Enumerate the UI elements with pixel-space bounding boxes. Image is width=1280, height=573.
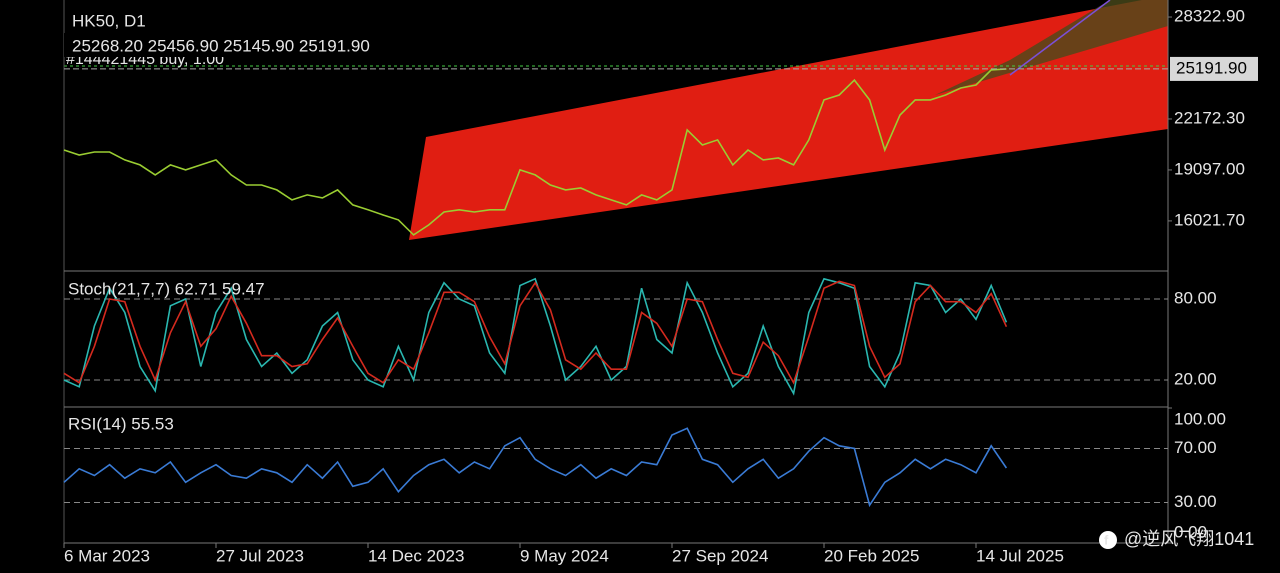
last-price-label: 25191.90 (1176, 58, 1247, 77)
watermark-text: @逆风飞翔1041 (1124, 529, 1254, 549)
trend-line (1009, 0, 1111, 76)
x-tick-label: 20 Feb 2025 (824, 546, 919, 565)
y-tick-label: 30.00 (1174, 492, 1217, 511)
x-tick-label: 14 Dec 2023 (368, 546, 464, 565)
rsi-title: RSI(14) 55.53 (68, 414, 174, 433)
y-tick-label: 80.00 (1174, 288, 1217, 307)
series-line (63, 277, 1008, 396)
last-price-box (1170, 56, 1258, 81)
y-tick-label: 22172.30 (1174, 108, 1245, 127)
watermark: f @逆风飞翔1041 (1099, 529, 1254, 549)
series-line (63, 280, 1008, 385)
y-tick-label: 70.00 (1174, 438, 1217, 457)
x-tick-label: 27 Jul 2023 (216, 546, 304, 565)
watermark-icon-glyph: f (1104, 532, 1109, 547)
regression-channel (409, 0, 1168, 240)
chart-title: HK50, D1 (72, 11, 146, 30)
series-line (63, 68, 1007, 236)
y-tick-label: 16021.70 (1174, 210, 1245, 229)
ohlc-label: 25268.20 25456.90 25145.90 25191.90 (72, 36, 370, 55)
y-tick-label: 20.00 (1174, 369, 1217, 388)
y-tick-label: 28322.90 (1174, 7, 1245, 26)
watermark-icon (1099, 531, 1117, 549)
x-tick-label: 14 Jul 2025 (976, 546, 1064, 565)
x-tick-label: 6 Mar 2023 (64, 546, 150, 565)
y-tick-label: 19097.00 (1174, 159, 1245, 178)
channel-overlap (935, 0, 1168, 95)
stoch-title: Stoch(21,7,7) 62.71 59.47 (68, 279, 265, 298)
x-tick-label: 27 Sep 2024 (672, 546, 768, 565)
label-backdrop (64, 33, 424, 57)
x-tick-label: 9 May 2024 (520, 546, 609, 565)
y-tick-label: 0.00 (1174, 522, 1207, 541)
y-tick-label: 100.00 (1174, 409, 1226, 428)
series-line (63, 427, 1008, 508)
